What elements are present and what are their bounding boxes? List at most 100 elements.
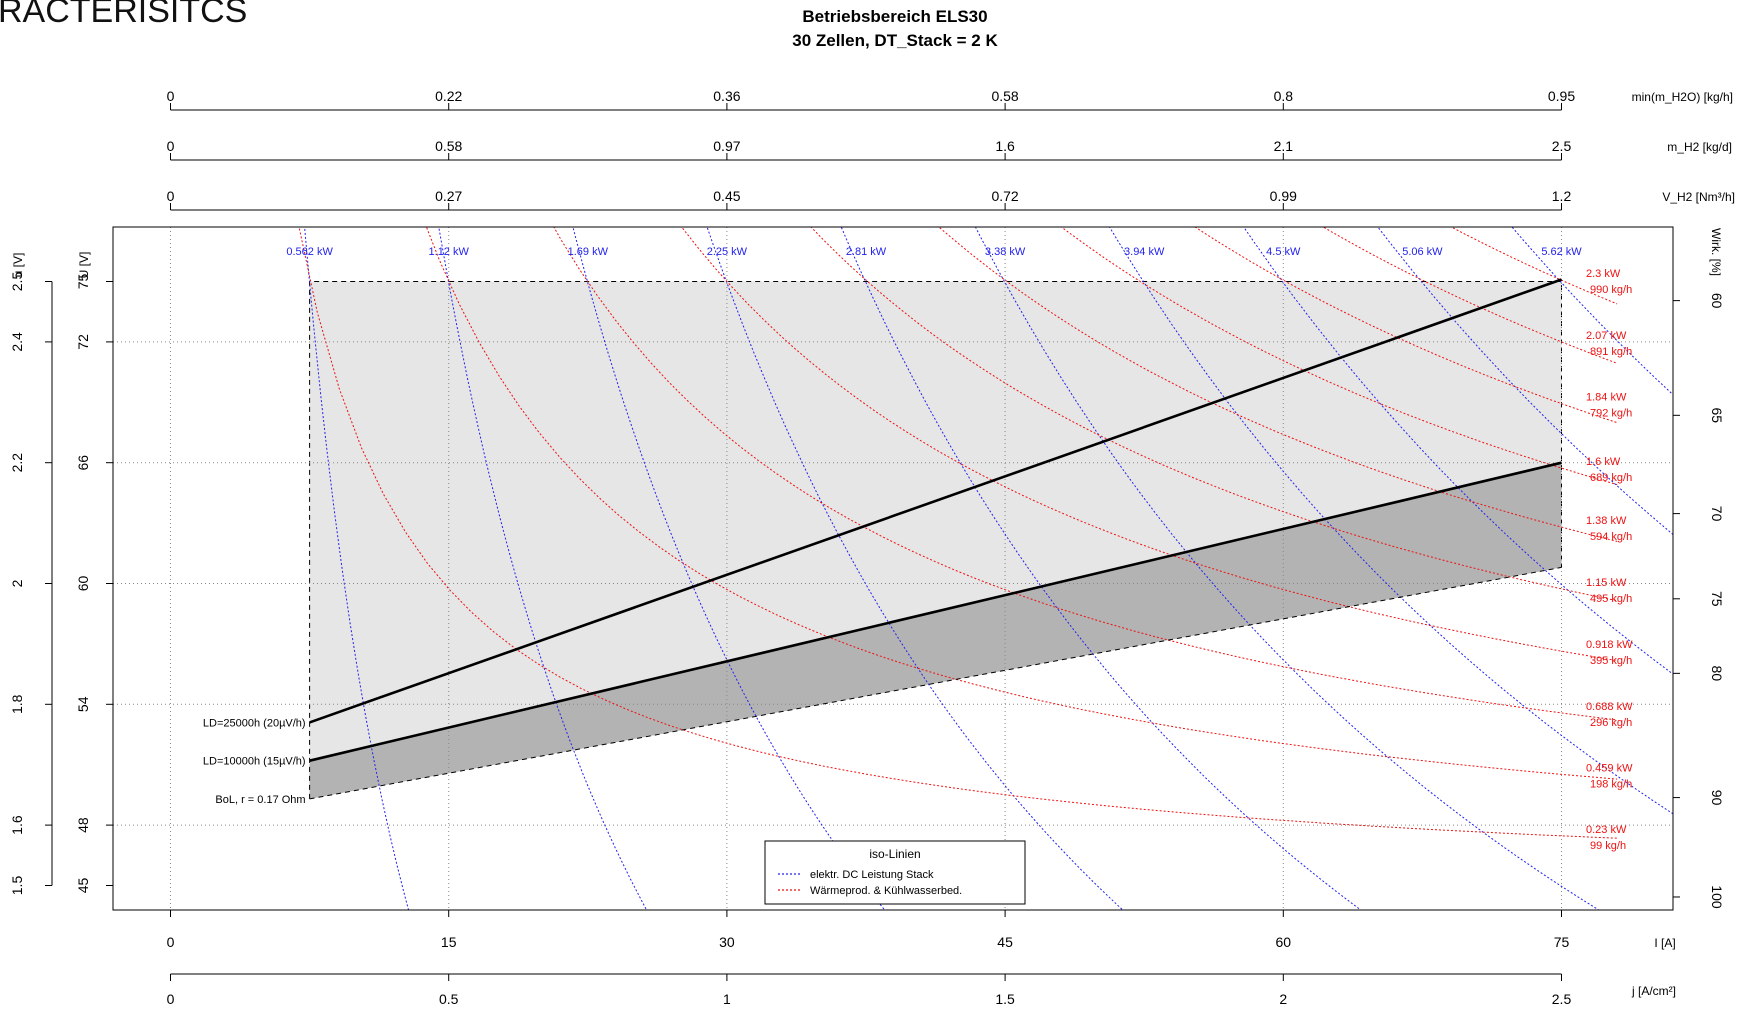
eff-tick-label-0: 60 — [1709, 293, 1725, 309]
x-tick-label-5: 75 — [1554, 934, 1570, 950]
heat-isoline-flow-label-6: 689 kg/h — [1590, 472, 1632, 484]
power-isoline-4 — [840, 227, 1361, 910]
eff-tick-label-6: 100 — [1709, 885, 1725, 909]
heat-isoline-flow-label-9: 990 kg/h — [1590, 284, 1632, 296]
heat-isoline-flow-label-4: 495 kg/h — [1590, 593, 1632, 605]
j-axis-label: j [A/cm²] — [1631, 984, 1676, 998]
power-isoline-label-3: 2.25 kW — [707, 246, 748, 258]
heat-isoline-flow-label-3: 395 kg/h — [1590, 655, 1632, 667]
u-cell-tick-label-1: 1.6 — [9, 815, 25, 835]
iso-labels: 0.562 kW 1.12 kW 1.69 kW 2.25 kW 2.81 kW 3.38… — [203, 246, 1633, 852]
series-label-2: LD=25000h (20µV/h) — [203, 717, 306, 729]
power-isoline-2 — [572, 227, 885, 910]
heat-isoline-kw-label-0: 0.23 kW — [1586, 824, 1627, 836]
heat-isoline-9 — [1450, 227, 1618, 305]
eff-tick-label-4: 80 — [1709, 666, 1725, 682]
heat-isoline-kw-label-3: 0.918 kW — [1586, 639, 1633, 651]
plot-frame — [112, 226, 1674, 911]
x-tick-label-1: 15 — [441, 934, 457, 950]
legend: iso-Linien elektr. DC Leistung Stack Wär… — [764, 840, 1026, 905]
power-isoline-label-7: 4.5 kW — [1266, 246, 1301, 258]
eff-axis-label: Wirk. [%] — [1709, 228, 1723, 276]
heat-isoline-1 — [425, 227, 1618, 780]
m-h2-axis-label: m_H2 [kg/d] — [1667, 140, 1732, 154]
j-tick-label-5: 2.5 — [1552, 991, 1572, 1007]
heat-isoline-kw-label-7: 1.84 kW — [1586, 392, 1627, 404]
power-isoline-label-5: 3.38 kW — [985, 246, 1026, 258]
m-h2o-tick-label-4: 0.8 — [1274, 88, 1294, 104]
x-tick-label-2: 30 — [719, 934, 735, 950]
power-isoline-label-1: 1.12 kW — [429, 246, 470, 258]
power-isoline-5 — [974, 227, 1599, 910]
m-h2o-tick-label-2: 0.36 — [713, 88, 740, 104]
legend-box — [764, 840, 1026, 905]
y-tick-label-1: 48 — [75, 817, 91, 833]
heat-isoline-kw-label-8: 2.07 kW — [1586, 330, 1627, 342]
u-cell-tick-label-6: 2.5 — [9, 272, 25, 292]
heat-isoline-kw-label-5: 1.38 kW — [1586, 515, 1627, 527]
legend-label-power: elektr. DC Leistung Stack — [810, 869, 934, 881]
y-tick-label-0: 45 — [75, 878, 91, 894]
power-isoline-label-2: 1.69 kW — [568, 246, 609, 258]
heat-isoline-7 — [1194, 227, 1618, 424]
heat-isoline-kw-label-9: 2.3 kW — [1586, 268, 1621, 280]
chart-subtitle: 30 Zellen, DT_Stack = 2 K — [792, 31, 998, 50]
heat-isoline-kw-label-6: 1.6 kW — [1586, 456, 1621, 468]
chart-title: Betriebsbereich ELS30 — [802, 7, 987, 26]
heat-isoline-kw-label-4: 1.15 kW — [1586, 577, 1627, 589]
heat-isoline-4 — [810, 227, 1618, 602]
heat-isoline-flow-label-2: 296 kg/h — [1590, 717, 1632, 729]
power-isoline-label-0: 0.562 kW — [286, 246, 333, 258]
v-h2-tick-label-4: 0.99 — [1270, 188, 1297, 204]
u-cell-tick-label-2: 1.8 — [9, 694, 25, 714]
axes: 0 15 30 45 60 75 I [A] 0 0.5 1 1.5 2 2.5 j [A/cm²] 0 0.… — [9, 88, 1735, 1007]
u-cell-tick-label-0: 1.5 — [9, 876, 25, 896]
y-tick-label-6: 75 — [75, 274, 91, 290]
heat-isoline-kw-label-1: 0.459 kW — [1586, 762, 1633, 774]
grid — [113, 227, 1673, 910]
v-h2-tick-label-2: 0.45 — [713, 188, 740, 204]
y-tick-label-2: 54 — [75, 696, 91, 712]
eff-tick-label-1: 65 — [1709, 408, 1725, 424]
m-h2o-tick-label-1: 0.22 — [435, 88, 462, 104]
y-tick-label-3: 60 — [75, 576, 91, 592]
heat-isoline-2 — [553, 227, 1618, 721]
j-tick-label-4: 2 — [1279, 991, 1287, 1007]
power-isoline-6 — [1108, 227, 1673, 815]
heat-isoline-flow-label-0: 99 kg/h — [1590, 840, 1626, 852]
j-tick-label-1: 0.5 — [439, 991, 459, 1007]
power-isoline-1 — [438, 227, 647, 910]
heat-isoline-flow-label-1: 198 kg/h — [1590, 778, 1632, 790]
m-h2-tick-label-1: 0.58 — [435, 138, 462, 154]
v-h2-tick-label-1: 0.27 — [435, 188, 462, 204]
power-isoline-label-6: 3.94 kW — [1124, 246, 1165, 258]
y-tick-label-4: 66 — [75, 455, 91, 471]
left-title: RACTERISITCS — [0, 0, 247, 30]
m-h2o-tick-label-5: 0.95 — [1548, 88, 1575, 104]
power-isoline-label-4: 2.81 kW — [846, 246, 887, 258]
m-h2-tick-label-5: 2.5 — [1552, 138, 1572, 154]
heat-isoline-kw-label-2: 0.688 kW — [1586, 701, 1633, 713]
m-h2o-tick-label-0: 0 — [167, 88, 175, 104]
series-lines — [309, 278, 1562, 800]
series-label-0: BoL, r = 0.17 Ohm — [215, 794, 305, 806]
m-h2o-tick-label-3: 0.58 — [991, 88, 1018, 104]
legend-title: iso-Linien — [869, 847, 920, 861]
u-cell-tick-label-4: 2.2 — [9, 453, 25, 473]
power-isoline-0 — [304, 227, 409, 910]
m-h2o-axis-label: min(m_H2O) [kg/h] — [1632, 90, 1733, 104]
u-cell-tick-label-5: 2.4 — [9, 332, 25, 352]
heat-isoline-flow-label-8: 891 kg/h — [1590, 346, 1632, 358]
eff-tick-label-2: 70 — [1709, 506, 1725, 522]
power-isoline-3 — [706, 227, 1123, 910]
j-tick-label-0: 0 — [167, 991, 175, 1007]
m-h2-tick-label-3: 1.6 — [995, 138, 1015, 154]
region-light — [309, 281, 1562, 799]
operating-region — [309, 281, 1562, 799]
heat-isoline-8 — [1322, 227, 1618, 364]
power-isoline-label-9: 5.62 kW — [1541, 246, 1582, 258]
eff-tick-label-5: 90 — [1709, 790, 1725, 806]
heat-isoline-flow-label-5: 594 kg/h — [1590, 531, 1632, 543]
x-tick-label-0: 0 — [167, 934, 175, 950]
